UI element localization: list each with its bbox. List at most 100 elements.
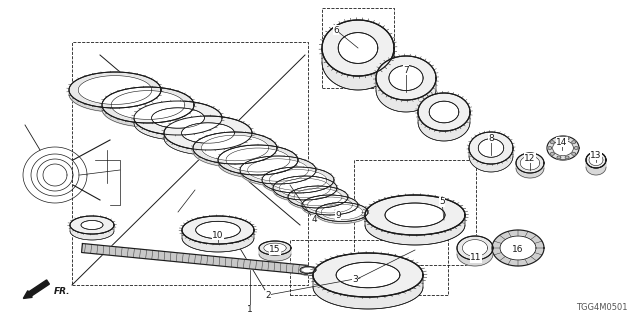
- Polygon shape: [301, 267, 314, 273]
- Polygon shape: [218, 145, 298, 175]
- Polygon shape: [182, 216, 254, 244]
- Polygon shape: [516, 153, 544, 173]
- Polygon shape: [547, 136, 579, 160]
- Polygon shape: [240, 170, 316, 186]
- Polygon shape: [574, 147, 578, 149]
- Text: TGG4M0501: TGG4M0501: [577, 303, 628, 312]
- Polygon shape: [457, 248, 493, 266]
- Polygon shape: [418, 93, 470, 131]
- Polygon shape: [102, 87, 194, 123]
- Polygon shape: [294, 188, 342, 206]
- Polygon shape: [500, 236, 536, 260]
- Polygon shape: [586, 152, 606, 168]
- Text: 15: 15: [269, 245, 281, 254]
- Polygon shape: [102, 105, 194, 127]
- Polygon shape: [572, 141, 575, 144]
- Polygon shape: [134, 118, 222, 140]
- Text: 7: 7: [403, 66, 409, 75]
- Text: 3: 3: [352, 276, 358, 284]
- Text: 9: 9: [335, 211, 341, 220]
- Polygon shape: [269, 170, 327, 190]
- Text: 13: 13: [590, 150, 602, 159]
- FancyArrow shape: [23, 280, 49, 299]
- Polygon shape: [308, 197, 353, 213]
- Polygon shape: [152, 108, 204, 128]
- Polygon shape: [262, 167, 334, 193]
- Polygon shape: [81, 220, 103, 229]
- Polygon shape: [550, 141, 554, 144]
- Polygon shape: [288, 197, 348, 210]
- Polygon shape: [478, 139, 504, 157]
- Polygon shape: [70, 216, 114, 234]
- Polygon shape: [193, 148, 277, 167]
- Polygon shape: [520, 156, 540, 170]
- Polygon shape: [302, 205, 358, 217]
- Polygon shape: [248, 159, 308, 181]
- Polygon shape: [322, 20, 394, 76]
- Text: 16: 16: [512, 245, 524, 254]
- Polygon shape: [264, 243, 286, 253]
- Text: 10: 10: [212, 230, 224, 239]
- Polygon shape: [572, 152, 575, 155]
- Text: 14: 14: [556, 138, 568, 147]
- Text: 11: 11: [470, 253, 482, 262]
- Polygon shape: [273, 176, 337, 200]
- Polygon shape: [469, 148, 513, 172]
- Polygon shape: [182, 230, 254, 252]
- Polygon shape: [316, 203, 368, 221]
- Text: 12: 12: [524, 154, 536, 163]
- Polygon shape: [321, 204, 363, 220]
- Polygon shape: [313, 275, 423, 309]
- Polygon shape: [548, 147, 552, 149]
- Text: 6: 6: [333, 26, 339, 35]
- Polygon shape: [586, 160, 606, 175]
- Polygon shape: [322, 48, 394, 90]
- Polygon shape: [550, 152, 554, 155]
- Polygon shape: [70, 225, 114, 240]
- Polygon shape: [300, 267, 316, 274]
- Polygon shape: [492, 230, 544, 266]
- Polygon shape: [418, 112, 470, 141]
- Polygon shape: [69, 90, 161, 112]
- Polygon shape: [273, 188, 337, 202]
- Polygon shape: [196, 221, 241, 239]
- Polygon shape: [164, 133, 252, 155]
- Polygon shape: [376, 56, 436, 100]
- Polygon shape: [365, 215, 465, 245]
- Polygon shape: [280, 179, 331, 197]
- Polygon shape: [338, 33, 378, 63]
- Polygon shape: [565, 137, 569, 140]
- Polygon shape: [300, 270, 316, 276]
- Polygon shape: [376, 78, 436, 112]
- Polygon shape: [111, 91, 185, 119]
- Polygon shape: [218, 160, 298, 178]
- Polygon shape: [316, 212, 368, 223]
- Polygon shape: [240, 156, 316, 184]
- Polygon shape: [336, 262, 400, 288]
- Polygon shape: [469, 132, 513, 164]
- Polygon shape: [164, 116, 252, 150]
- Text: 1: 1: [247, 306, 253, 315]
- Text: 8: 8: [488, 133, 494, 142]
- Text: 4: 4: [311, 215, 317, 225]
- Polygon shape: [81, 244, 308, 275]
- Polygon shape: [557, 137, 561, 140]
- Polygon shape: [259, 241, 291, 255]
- Polygon shape: [457, 236, 493, 260]
- Text: 2: 2: [265, 291, 271, 300]
- Polygon shape: [202, 135, 269, 161]
- Polygon shape: [516, 163, 544, 178]
- Polygon shape: [302, 195, 358, 215]
- Polygon shape: [552, 140, 573, 156]
- Polygon shape: [313, 253, 423, 297]
- Polygon shape: [385, 203, 445, 227]
- Polygon shape: [365, 195, 465, 235]
- Text: 5: 5: [439, 197, 445, 206]
- Polygon shape: [259, 248, 291, 261]
- Polygon shape: [429, 101, 459, 123]
- Polygon shape: [226, 148, 290, 172]
- Polygon shape: [589, 155, 603, 165]
- Polygon shape: [288, 186, 348, 208]
- Polygon shape: [69, 72, 161, 108]
- Polygon shape: [182, 123, 234, 143]
